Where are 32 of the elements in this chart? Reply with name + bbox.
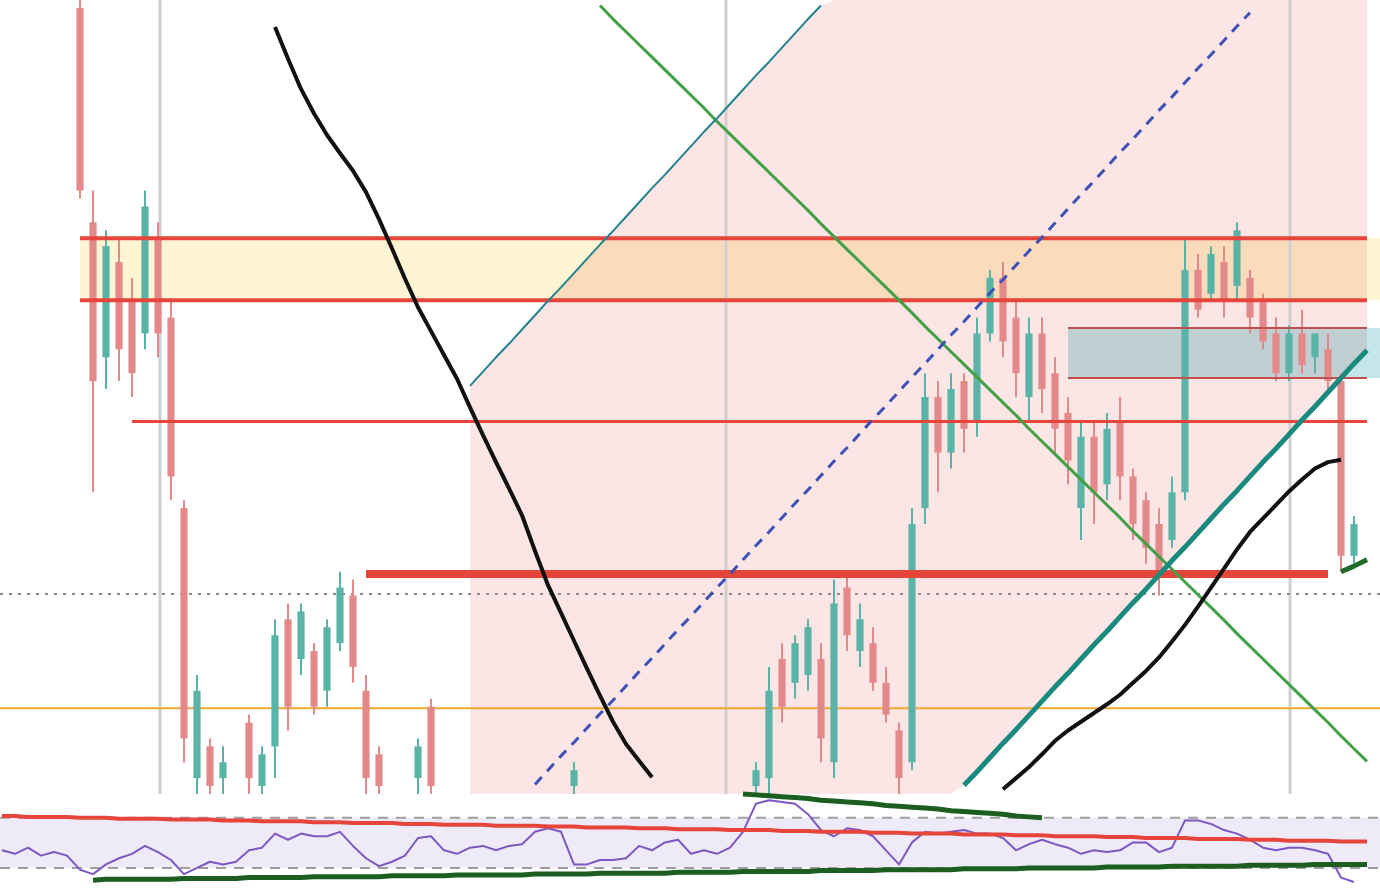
candlestick bbox=[219, 745, 227, 795]
candlestick bbox=[1246, 268, 1254, 335]
candlestick bbox=[1259, 292, 1267, 351]
candlestick bbox=[1155, 507, 1163, 597]
candlestick bbox=[1129, 467, 1137, 541]
candlestick bbox=[570, 761, 578, 795]
candlestick bbox=[1272, 316, 1280, 383]
candlestick bbox=[414, 737, 422, 795]
candlestick bbox=[1324, 332, 1332, 391]
candlestick bbox=[1220, 245, 1228, 319]
candlestick bbox=[1207, 245, 1215, 303]
candlestick bbox=[752, 761, 760, 795]
candlestick bbox=[258, 745, 266, 795]
candlestick bbox=[960, 372, 968, 454]
candlestick bbox=[1168, 475, 1176, 549]
candlestick bbox=[1285, 324, 1293, 383]
candlestick bbox=[791, 634, 799, 700]
candlestick bbox=[1064, 396, 1072, 486]
candlestick bbox=[869, 626, 877, 692]
candlestick bbox=[297, 602, 305, 676]
candlestick bbox=[1194, 253, 1202, 319]
candlestick bbox=[1142, 491, 1150, 565]
candlestick bbox=[882, 665, 890, 724]
candlestick bbox=[1298, 308, 1306, 375]
candlestick bbox=[1350, 515, 1358, 565]
candlestick bbox=[856, 602, 864, 668]
candlestick bbox=[1311, 332, 1319, 375]
candlestick bbox=[778, 642, 786, 724]
candlestick bbox=[375, 745, 383, 795]
candlestick bbox=[206, 737, 214, 795]
candlestick bbox=[804, 618, 812, 692]
candlestick bbox=[895, 721, 903, 795]
